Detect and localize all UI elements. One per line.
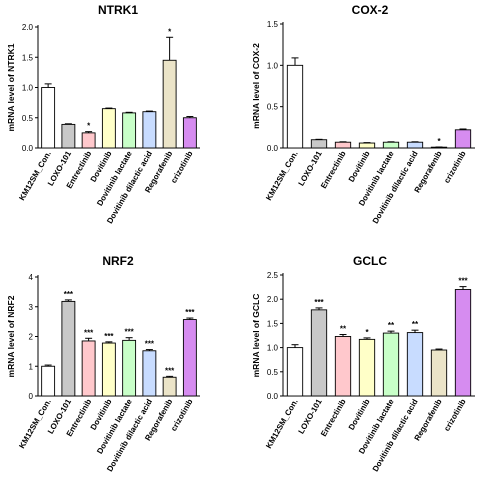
ntrk1-significance-regorafenib: * bbox=[168, 27, 172, 36]
gclc-bar-dovitinib-dilactic-acid bbox=[406, 332, 424, 397]
nrf2-bar-regorafenib bbox=[162, 376, 177, 397]
cox2-y-tick-label: 0.5 bbox=[267, 103, 279, 112]
nrf2-significance-regorafenib: *** bbox=[165, 366, 175, 375]
gclc-y-tick-label: 2.5 bbox=[267, 271, 279, 280]
gclc-bar-dovitinib-lactate bbox=[382, 332, 400, 397]
nrf2-significance-dovitinib-lactate: *** bbox=[124, 328, 134, 337]
gclc-bar-km12sm-con bbox=[286, 347, 304, 397]
ntrk1-y-tick-label: 2.0 bbox=[22, 23, 34, 32]
ntrk1-bar-loxo-101 bbox=[61, 123, 76, 149]
gclc-bar-loxo-101 bbox=[310, 309, 328, 397]
cox2-significance-regorafenib: * bbox=[437, 137, 441, 146]
gclc-y-tick-label: 1.0 bbox=[267, 344, 279, 353]
nrf2-significance-crizotinib: *** bbox=[185, 308, 195, 317]
gclc-significance-dovitinib-lactate: ** bbox=[388, 321, 395, 330]
cox2-y-tick-label: 0.0 bbox=[267, 144, 279, 153]
gclc-x-tick-label-dovitinib-dilactic-acid: Dovitinib dilactic acid bbox=[371, 397, 420, 473]
ntrk1-bar-crizotinib bbox=[182, 117, 197, 149]
ntrk1-bar-regorafenib bbox=[162, 59, 177, 149]
ntrk1-y-tick-label: 1.0 bbox=[22, 84, 34, 93]
nrf2-x-tick-label-km12sm-con: KM12SM_Con. bbox=[17, 398, 53, 451]
ntrk1-bar-dovitinib bbox=[101, 108, 116, 149]
ntrk1-bar-km12sm-con bbox=[41, 87, 56, 149]
nrf2-panel: NRF2 mRNA level of NRF2 0 1 2 3 4 KM12SM_Con. **… bbox=[6, 254, 200, 473]
nrf2-y-axis-label: mRNA level of NRF2 bbox=[6, 295, 16, 377]
nrf2-significance-dovitinib: *** bbox=[104, 332, 114, 341]
cox2-x-tick-label-entrectinib: Entrectinib bbox=[319, 149, 348, 190]
nrf2-bar-crizotinib bbox=[182, 319, 197, 397]
ntrk1-bar-dovitinib-dilactic-acid bbox=[142, 111, 157, 149]
ntrk1-y-tick-label: 0.0 bbox=[22, 144, 34, 153]
ntrk1-y-tick-label: 1.5 bbox=[22, 53, 34, 62]
cox2-bar-dovitinib-dilactic-acid bbox=[406, 141, 424, 149]
cox2-y-tick-label: 1.5 bbox=[267, 20, 279, 29]
ntrk1-significance-entrectinib: * bbox=[87, 122, 91, 131]
gclc-y-tick-label: 2.0 bbox=[267, 295, 279, 304]
gclc-y-tick-label: 0.0 bbox=[267, 392, 279, 401]
cox2-bar-crizotinib bbox=[454, 129, 472, 149]
ntrk1-panel: NTRK1 mRNA level of NTRK1 0.0 0.5 1.0 1.5 2.0 K… bbox=[6, 3, 200, 225]
nrf2-significance-dovitinib-dilactic-acid: *** bbox=[145, 340, 155, 349]
gclc-x-tick-label-loxo-101: LOXO-101 bbox=[297, 397, 324, 435]
gclc-bar-regorafenib bbox=[430, 349, 448, 397]
cox2-bar-km12sm-con bbox=[286, 64, 304, 149]
gclc-bar-crizotinib bbox=[454, 289, 472, 397]
ntrk1-x-tick-label-km12sm-con: KM12SM_Con. bbox=[17, 150, 53, 203]
gclc-x-tick-label-dovitinib: Dovitinib bbox=[347, 397, 372, 431]
gclc-bar-dovitinib bbox=[358, 338, 376, 397]
cox2-bar-entrectinib bbox=[334, 141, 352, 149]
gclc-significance-dovitinib-dilactic-acid: ** bbox=[412, 320, 419, 329]
ntrk1-y-axis-label: mRNA level of NTRK1 bbox=[6, 43, 16, 131]
cox2-y-tick-label: 1.0 bbox=[267, 61, 279, 70]
nrf2-bar-km12sm-con bbox=[41, 365, 56, 397]
nrf2-bar-dovitinib-dilactic-acid bbox=[142, 350, 157, 397]
cox2-bar-dovitinib bbox=[358, 142, 376, 149]
nrf2-bar-loxo-101 bbox=[61, 300, 76, 397]
ntrk1-title: NTRK1 bbox=[98, 3, 138, 17]
gclc-significance-loxo-101: *** bbox=[314, 298, 324, 307]
cox2-y-axis-label: mRNA level of COX-2 bbox=[251, 43, 261, 129]
nrf2-bar-entrectinib bbox=[81, 340, 96, 397]
nrf2-significance-loxo-101: *** bbox=[64, 290, 74, 299]
cox2-x-tick-label-dovitinib: Dovitinib bbox=[347, 149, 372, 183]
cox2-x-tick-label-dovitinib-dilactic-acid: Dovitinib dilactic acid bbox=[371, 149, 420, 225]
nrf2-y-tick-label: 0 bbox=[29, 392, 34, 401]
cox2-x-tick-label-crizotinib: crizotinib bbox=[442, 149, 468, 184]
gclc-x-tick-label-entrectinib: Entrectinib bbox=[319, 397, 348, 438]
gclc-title: GCLC bbox=[353, 254, 387, 268]
cox2-x-tick-label-loxo-101: LOXO-101 bbox=[297, 149, 324, 187]
gclc-bar-entrectinib bbox=[334, 336, 352, 397]
nrf2-y-tick-label: 4 bbox=[29, 273, 34, 282]
nrf2-y-tick-label: 3 bbox=[29, 303, 34, 312]
ntrk1-y-tick-label: 0.5 bbox=[22, 114, 34, 123]
gclc-significance-dovitinib: * bbox=[365, 328, 369, 337]
nrf2-title: NRF2 bbox=[102, 254, 134, 268]
gclc-x-tick-label-crizotinib: crizotinib bbox=[442, 397, 468, 432]
cox2-x-tick-label-km12sm-con: KM12SM_Con. bbox=[264, 150, 300, 203]
gclc-significance-crizotinib: *** bbox=[458, 277, 468, 286]
nrf2-y-tick-label: 2 bbox=[29, 333, 34, 342]
gclc-y-tick-label: 0.5 bbox=[267, 368, 279, 377]
nrf2-bar-dovitinib bbox=[101, 342, 116, 397]
gclc-panel: GCLC mRNA level of GCLC 0.0 0.5 1.0 1.5 2.0 2.5… bbox=[251, 254, 475, 473]
gclc-y-axis-label: mRNA level of GCLC bbox=[251, 294, 261, 378]
ntrk1-bar-entrectinib bbox=[81, 132, 96, 149]
ntrk1-bar-dovitinib-lactate bbox=[122, 112, 137, 149]
gclc-y-tick-label: 1.5 bbox=[267, 319, 279, 328]
nrf2-y-tick-label: 1 bbox=[29, 362, 34, 371]
nrf2-significance-entrectinib: *** bbox=[84, 328, 94, 337]
cox2-title: COX-2 bbox=[352, 3, 389, 17]
cox2-panel: COX-2 mRNA level of COX-2 0.0 0.5 1.0 1.5 KM12… bbox=[251, 3, 475, 225]
cox2-bar-dovitinib-lactate bbox=[382, 141, 400, 149]
cox2-bar-loxo-101 bbox=[310, 139, 328, 149]
nrf2-bar-dovitinib-lactate bbox=[122, 339, 137, 397]
gclc-significance-entrectinib: ** bbox=[340, 325, 347, 334]
gclc-x-tick-label-km12sm-con: KM12SM_Con. bbox=[264, 398, 300, 451]
